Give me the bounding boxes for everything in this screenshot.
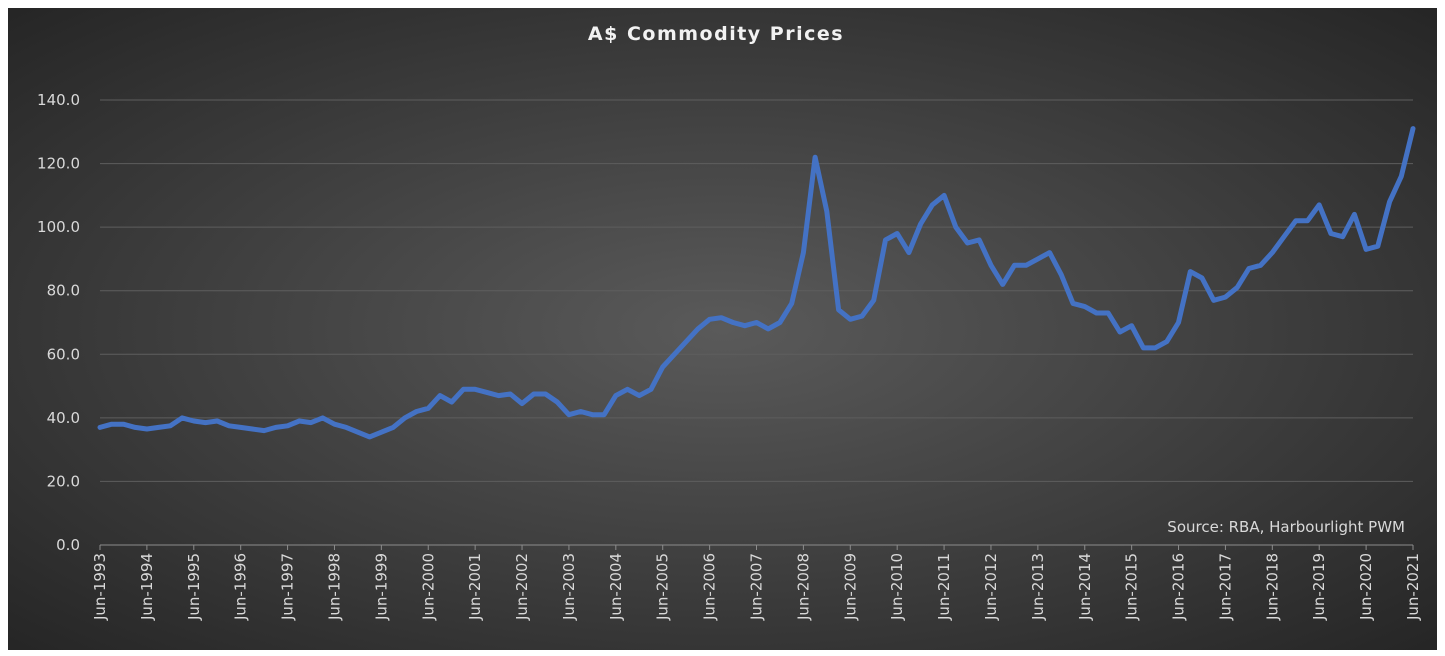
y-tick-label: 60.0 — [47, 345, 80, 363]
x-tick-label: Jun-2018 — [1263, 553, 1281, 621]
x-tick-label: Jun-2021 — [1404, 553, 1422, 621]
x-tick-label: Jun-2008 — [794, 553, 812, 621]
y-tick-label: 100.0 — [37, 218, 80, 236]
y-tick-label: 80.0 — [47, 282, 80, 300]
x-tick-label: Jun-2006 — [701, 553, 719, 621]
x-tick-label: Jun-2016 — [1170, 553, 1188, 621]
x-tick-label: Jun-2017 — [1216, 553, 1234, 621]
x-tick-label: Jun-1993 — [91, 553, 109, 621]
x-tick-label: Jun-1994 — [138, 553, 156, 621]
y-tick-label: 140.0 — [37, 91, 80, 109]
y-tick-label: 40.0 — [47, 409, 80, 427]
x-tick-label: Jun-2019 — [1310, 553, 1328, 621]
chart-title: A$ Commodity Prices — [588, 23, 844, 45]
x-tick-label: Jun-2000 — [419, 553, 437, 621]
x-tick-label: Jun-2010 — [888, 553, 906, 621]
x-tick-label: Jun-1999 — [372, 553, 390, 621]
x-tick-label: Jun-2003 — [560, 553, 578, 621]
x-tick-label: Jun-1997 — [279, 553, 297, 621]
chart-background — [8, 8, 1437, 650]
x-tick-label: Jun-2011 — [935, 553, 953, 621]
x-tick-label: Jun-2020 — [1357, 553, 1375, 621]
x-tick-label: Jun-2015 — [1123, 553, 1141, 621]
x-tick-label: Jun-2007 — [748, 553, 766, 621]
x-tick-label: Jun-2001 — [466, 553, 484, 621]
annotation: Source: RBA, Harbourlight PWM — [1167, 518, 1405, 536]
line-series — [97, 126, 1416, 440]
x-tick-label: Jun-2012 — [982, 553, 1000, 621]
x-tick-label: Jun-2009 — [841, 553, 859, 621]
y-tick-label: 0.0 — [56, 536, 80, 554]
x-tick-label: Jun-2005 — [654, 553, 672, 621]
x-tick-label: Jun-1996 — [232, 553, 250, 621]
y-tick-label: 20.0 — [47, 472, 80, 490]
x-tick-label: Jun-1998 — [325, 553, 343, 621]
x-tick-label: Jun-2014 — [1076, 553, 1094, 621]
x-tick-label: Jun-2004 — [607, 553, 625, 621]
y-tick-label: 120.0 — [37, 155, 80, 173]
x-tick-label: Jun-1995 — [185, 553, 203, 621]
x-tick-label: Jun-2002 — [513, 553, 531, 621]
x-tick-label: Jun-2013 — [1029, 553, 1047, 621]
